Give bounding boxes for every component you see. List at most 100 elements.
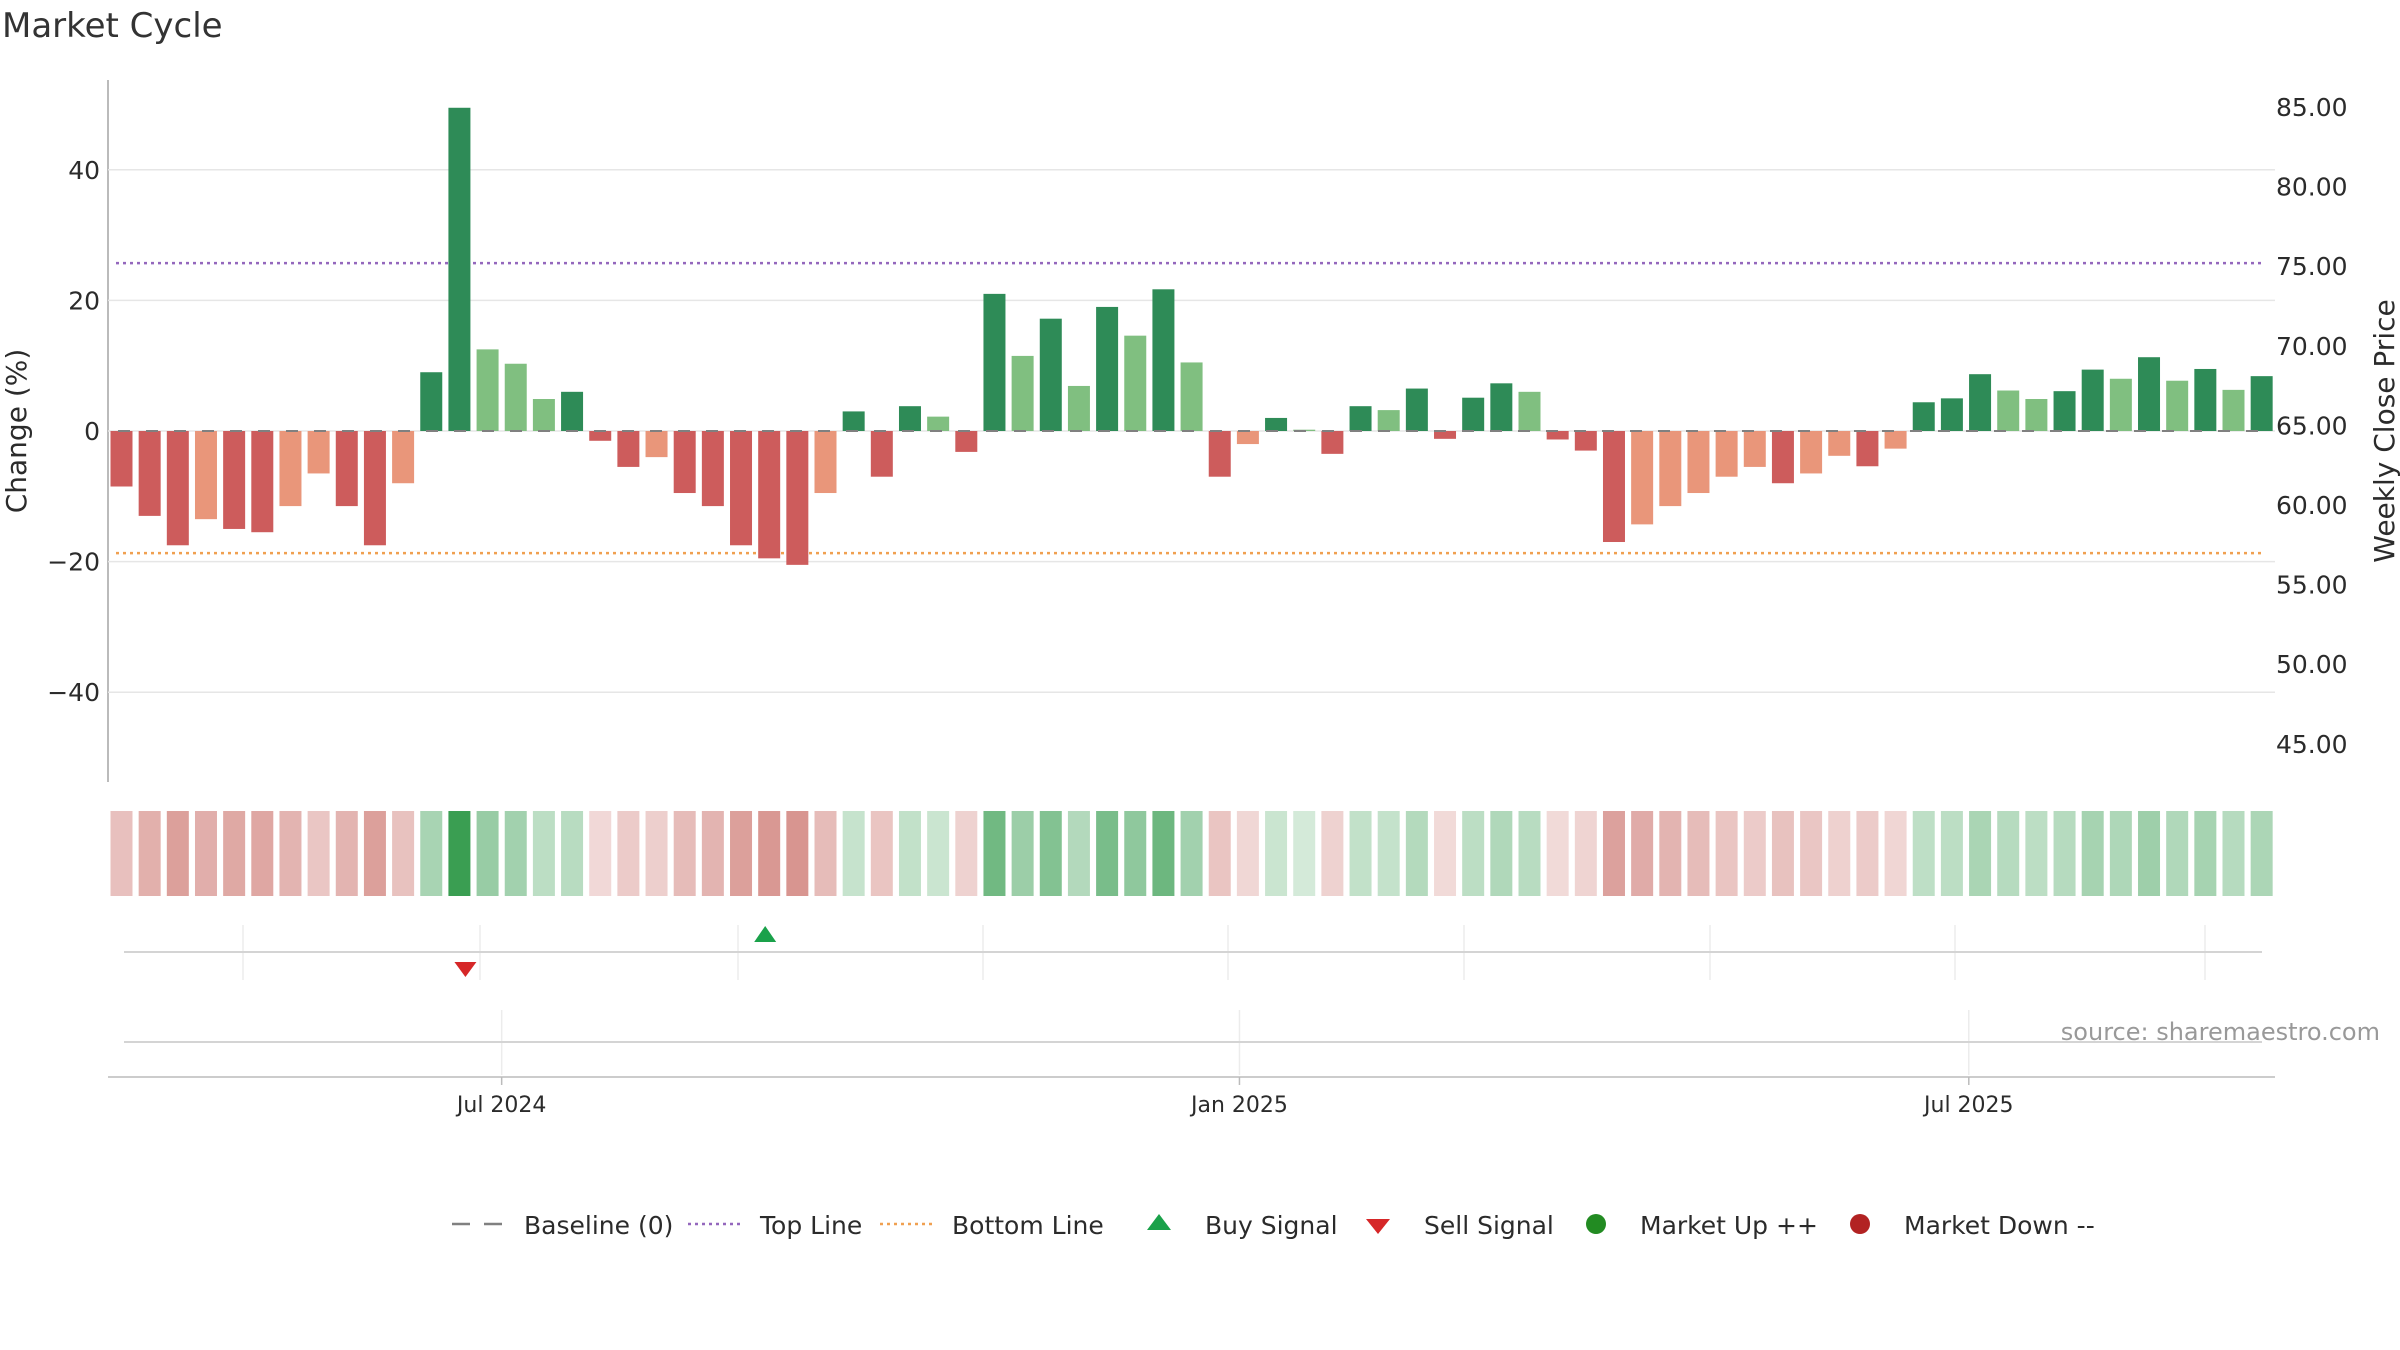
heat-cell — [1884, 811, 1907, 896]
change-bar — [1377, 410, 1400, 431]
change-bar — [2025, 399, 2048, 431]
heat-cell — [927, 811, 950, 896]
heat-cell — [307, 811, 330, 896]
heat-cell — [1912, 811, 1935, 896]
date-tick-label: Jan 2025 — [1189, 1093, 1288, 1118]
change-bar — [617, 431, 640, 467]
reference-lines — [116, 261, 2262, 555]
heat-cell — [138, 811, 161, 896]
change-bar — [927, 416, 950, 431]
right-tick-label: 45.00 — [2276, 730, 2348, 759]
heat-cell — [532, 811, 555, 896]
heat-cell — [476, 811, 499, 896]
legend-buy-marker — [1147, 1214, 1171, 1230]
heat-cell — [448, 811, 471, 896]
right-tick-label: 60.00 — [2276, 491, 2348, 520]
heat-cell — [2053, 811, 2076, 896]
change-bar — [1011, 355, 1034, 431]
heat-cell — [1124, 811, 1147, 896]
change-bar — [2194, 368, 2217, 431]
heat-cell — [2250, 811, 2273, 896]
heat-cell — [1659, 811, 1682, 896]
change-bar — [730, 431, 753, 546]
change-bar — [1940, 398, 1963, 431]
change-bar — [1434, 431, 1457, 439]
heat-cell — [1602, 811, 1625, 896]
heat-cell — [2166, 811, 2189, 896]
change-bar — [701, 431, 724, 507]
heat-cell — [1349, 811, 1372, 896]
legend-item: Bottom Line — [880, 1211, 1104, 1240]
left-tick-label: −40 — [47, 678, 100, 707]
change-bar — [786, 431, 809, 565]
legend-item: Sell Signal — [1366, 1211, 1554, 1240]
heat-cell — [842, 811, 865, 896]
change-bar — [898, 406, 921, 431]
change-bar — [1180, 362, 1203, 431]
legend-circle-marker — [1586, 1214, 1606, 1234]
change-bar — [1969, 374, 1992, 431]
left-tick-label: 0 — [84, 417, 100, 446]
heat-cell — [561, 811, 584, 896]
change-bar — [1518, 391, 1541, 431]
change-bar — [2138, 357, 2161, 431]
heat-cell — [2138, 811, 2161, 896]
change-bar — [2053, 391, 2076, 431]
change-bar — [2250, 376, 2273, 431]
change-bar — [814, 431, 837, 494]
chart-title: Market Cycle — [2, 6, 223, 46]
change-bar — [673, 431, 696, 494]
signals-panel — [124, 925, 2262, 980]
change-bar — [1687, 431, 1710, 494]
source-text: source: sharemaestro.com — [2061, 1018, 2380, 1046]
change-bar — [645, 431, 668, 458]
change-bar — [307, 431, 330, 474]
change-bar — [1096, 306, 1119, 431]
legend: Baseline (0) Top Line Bottom Line Buy Signa… — [452, 1211, 2095, 1240]
change-bar — [842, 411, 865, 431]
heat-cell — [2081, 811, 2104, 896]
change-bar — [476, 349, 499, 431]
heat-cell — [1715, 811, 1738, 896]
legend-circle-marker — [1850, 1214, 1870, 1234]
change-bar — [504, 363, 527, 431]
heat-cell — [1180, 811, 1203, 896]
heat-cell — [1265, 811, 1288, 896]
change-bar — [1602, 431, 1625, 543]
heat-cell — [251, 811, 274, 896]
heat-cell — [758, 811, 781, 896]
date-axis-panel: Jul 2024 Jan 2025 Jul 2025 — [108, 1010, 2275, 1118]
right-tick-label: 80.00 — [2276, 173, 2348, 202]
heat-cell — [1828, 811, 1851, 896]
legend-label: Buy Signal — [1205, 1211, 1338, 1240]
change-bar — [1349, 406, 1372, 431]
change-bar — [2109, 378, 2132, 431]
change-bar — [1405, 388, 1428, 431]
heat-cell — [1067, 811, 1090, 896]
change-bar — [1912, 402, 1935, 431]
heat-cell — [1377, 811, 1400, 896]
legend-item: Market Down -- — [1850, 1211, 2095, 1240]
change-bar — [1997, 390, 2020, 431]
legend-label: Bottom Line — [952, 1211, 1104, 1240]
change-bar — [363, 431, 386, 546]
heat-cell — [1997, 811, 2020, 896]
change-bar — [1574, 431, 1597, 451]
change-bar — [2081, 369, 2104, 431]
legend-label: Sell Signal — [1424, 1211, 1554, 1240]
change-bar — [1067, 385, 1090, 431]
heat-cell — [1293, 811, 1316, 896]
change-bar — [1771, 431, 1794, 484]
legend-label: Baseline (0) — [524, 1211, 673, 1240]
change-bar — [448, 107, 471, 431]
left-axis-ticks: 40 20 0 −20 −40 — [47, 156, 100, 707]
heat-cell — [335, 811, 358, 896]
heat-cell — [1152, 811, 1175, 896]
heat-cell — [2222, 811, 2245, 896]
left-tick-label: 20 — [68, 286, 100, 315]
change-bar — [1884, 431, 1907, 449]
heat-cell — [504, 811, 527, 896]
right-axis-ticks: 85.00 80.00 75.00 70.00 65.00 60.00 55.00 50.00… — [2276, 93, 2348, 759]
heat-cell — [392, 811, 415, 896]
